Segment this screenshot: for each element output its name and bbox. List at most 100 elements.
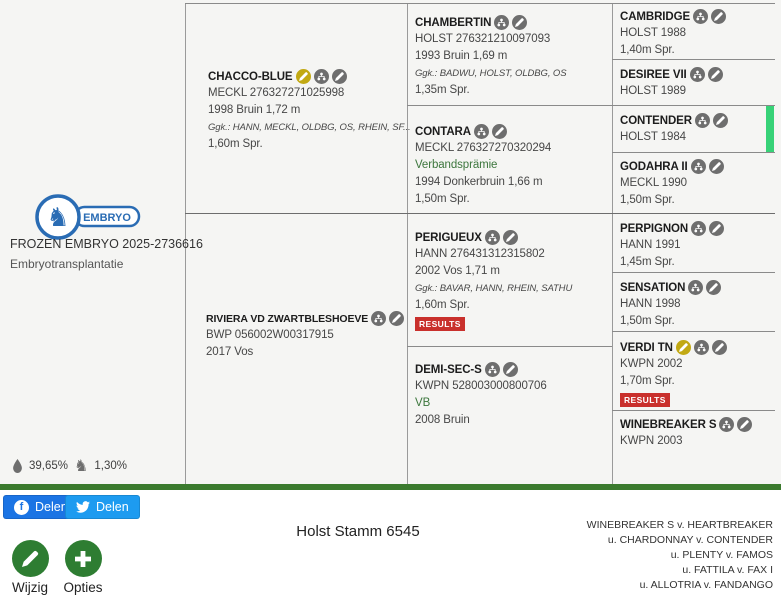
horse-card-winebreaker-s: WINEBREAKER S KWPN 2003 <box>620 416 753 450</box>
edit-record-label: Wijzig <box>12 580 48 595</box>
own-edit-icon[interactable] <box>295 69 311 84</box>
edit-icon[interactable] <box>512 15 528 30</box>
edit-icon[interactable] <box>502 362 518 377</box>
inbreeding-percentage: 1,30% <box>94 460 127 472</box>
pedigree-icon[interactable] <box>484 362 500 377</box>
horse-card-contara: CONTARA MECKL 276327270320294 Verbandspr… <box>415 123 551 208</box>
horse-name-link[interactable]: RIVIERA VD ZWARTBLESHOEVE <box>206 312 369 325</box>
sport-level: 1,70m Spr. <box>620 375 675 387</box>
edit-icon[interactable] <box>708 159 724 174</box>
divider-row <box>612 331 775 332</box>
action-buttons: Wijzig Opties <box>8 540 105 595</box>
twitter-share-button[interactable]: Delen <box>65 495 140 519</box>
pencil-icon <box>11 540 49 577</box>
horse-name-link[interactable]: DESIREE VII <box>620 68 687 81</box>
divider-row <box>612 410 775 411</box>
edit-icon[interactable] <box>709 221 725 236</box>
horse-name-link[interactable]: DEMI-SEC-S <box>415 363 482 376</box>
pedigree-icon[interactable] <box>494 15 510 30</box>
horse-name-link[interactable]: CAMBRIDGE <box>620 10 691 23</box>
pedigree-icon[interactable] <box>689 67 705 82</box>
pedigree-panel: EMBRYO ♞ FROZEN EMBRYO 2025-2736616 Embr… <box>0 0 781 484</box>
blood-percentage: 39,65% <box>29 460 69 472</box>
birth-info: 2008 Bruin <box>415 414 470 426</box>
twitter-icon <box>76 501 90 513</box>
horse-name-link[interactable]: SENSATION <box>620 281 686 294</box>
edit-icon[interactable] <box>491 124 507 139</box>
divider-row <box>612 272 775 273</box>
edit-icon[interactable] <box>707 67 723 82</box>
edit-record-button[interactable]: Wijzig <box>8 540 52 595</box>
sport-level: 1,50m Spr. <box>415 193 470 205</box>
registration: HOLST 1984 <box>620 131 686 143</box>
divider-row <box>407 105 775 106</box>
horse-name-link[interactable]: CONTARA <box>415 125 471 138</box>
edit-icon[interactable] <box>711 9 727 24</box>
results-badge[interactable]: RESULTS <box>620 393 670 407</box>
pedigree-icon[interactable] <box>473 124 489 139</box>
registration: BWP 056002W00317915 <box>206 329 334 341</box>
edit-icon[interactable] <box>706 280 722 295</box>
horse-name-link[interactable]: VERDI TN <box>620 341 673 354</box>
horse-card-chambertin: CHAMBERTIN HOLST 276321210097093 1993 Br… <box>415 14 567 99</box>
studbooks: Ggk.: BADWU, HOLST, OLDBG, OS <box>415 68 567 79</box>
damline-entry[interactable]: u. ALLOTRIA v. FANDANGO <box>639 579 773 591</box>
pedigree-icon[interactable] <box>371 311 387 326</box>
horse-name-link[interactable]: CHAMBERTIN <box>415 16 492 29</box>
horse-name-link[interactable]: CHACCO-BLUE <box>208 70 293 83</box>
edit-icon[interactable] <box>712 113 728 128</box>
horse-card-perpignon: PERPIGNON HANN 1991 1,45m Spr. <box>620 220 725 271</box>
pedigree-icon[interactable] <box>690 159 706 174</box>
pedigree-icon[interactable] <box>688 280 704 295</box>
horse-name-link[interactable]: PERPIGNON <box>620 222 689 235</box>
registration: MECKL 1990 <box>620 177 687 189</box>
birth-info: 2017 Vos <box>206 346 254 358</box>
pedigree-icon[interactable] <box>693 9 709 24</box>
pedigree-icon[interactable] <box>693 340 709 355</box>
horse-card-godahra-ii: GODAHRA II MECKL 1990 1,50m Spr. <box>620 158 724 209</box>
horse-card-desiree-vii: DESIREE VII HOLST 1989 <box>620 66 723 100</box>
premium-label: Verbandsprämie <box>415 159 498 171</box>
own-edit-icon[interactable] <box>675 340 691 355</box>
edit-icon[interactable] <box>711 340 727 355</box>
embryo-title: FROZEN EMBRYO 2025-2736616 <box>10 237 203 251</box>
birth-info: 1998 Bruin 1,72 m <box>208 104 301 116</box>
horse-name-link[interactable]: CONTENDER <box>620 114 692 127</box>
droplet-icon <box>13 459 22 473</box>
registration: HANN 1998 <box>620 298 681 310</box>
registration: HANN 1991 <box>620 239 681 251</box>
options-button[interactable]: Opties <box>61 540 105 595</box>
studbooks: Ggk.: BAVAR, HANN, RHEIN, SATHU <box>415 283 573 294</box>
horse-name-link[interactable]: PERIGUEUX <box>415 231 482 244</box>
results-badge[interactable]: RESULTS <box>415 317 465 331</box>
damline-entry[interactable]: u. FATTILA v. FAX I <box>682 564 773 576</box>
plus-icon <box>64 540 102 577</box>
studbooks: Ggk.: HANN, MECKL, OLDBG, OS, RHEIN, SF.… <box>208 122 411 133</box>
registration: HANN 276431312315802 <box>415 248 545 260</box>
sport-level: 1,40m Spr. <box>620 44 675 56</box>
pedigree-icon[interactable] <box>313 69 329 84</box>
damline-entry[interactable]: u. PLENTY v. FAMOS <box>670 549 773 561</box>
horse-icon: ♞ <box>74 456 89 475</box>
divider-row <box>612 152 775 153</box>
registration: HOLST 276321210097093 <box>415 33 551 45</box>
pedigree-icon[interactable] <box>719 417 735 432</box>
horse-card-contender: CONTENDER HOLST 1984 <box>620 112 728 146</box>
damline-entry[interactable]: WINEBREAKER S v. HEARTBREAKER <box>586 519 773 531</box>
pedigree-icon[interactable] <box>694 113 710 128</box>
edit-icon[interactable] <box>389 311 405 326</box>
horse-card-chacco-blue: CHACCO-BLUE MECKL 276327271025998 1998 B… <box>208 68 411 153</box>
horse-name-link[interactable]: GODAHRA II <box>620 160 688 173</box>
pedigree-icon[interactable] <box>691 221 707 236</box>
damline-entry[interactable]: u. CHARDONNAY v. CONTENDER <box>607 534 773 546</box>
horse-name-link[interactable]: WINEBREAKER S <box>620 418 717 431</box>
edit-icon[interactable] <box>737 417 753 432</box>
pedigree-stats: 39,65% ♞ 1,30% <box>12 456 127 475</box>
contender-highlight-bar <box>766 106 774 152</box>
edit-icon[interactable] <box>331 69 347 84</box>
edit-icon[interactable] <box>502 230 518 245</box>
svg-text:EMBRYO: EMBRYO <box>83 212 131 224</box>
divider-row <box>612 59 775 60</box>
pedigree-icon[interactable] <box>484 230 500 245</box>
twitter-share-label: Delen <box>96 500 129 514</box>
